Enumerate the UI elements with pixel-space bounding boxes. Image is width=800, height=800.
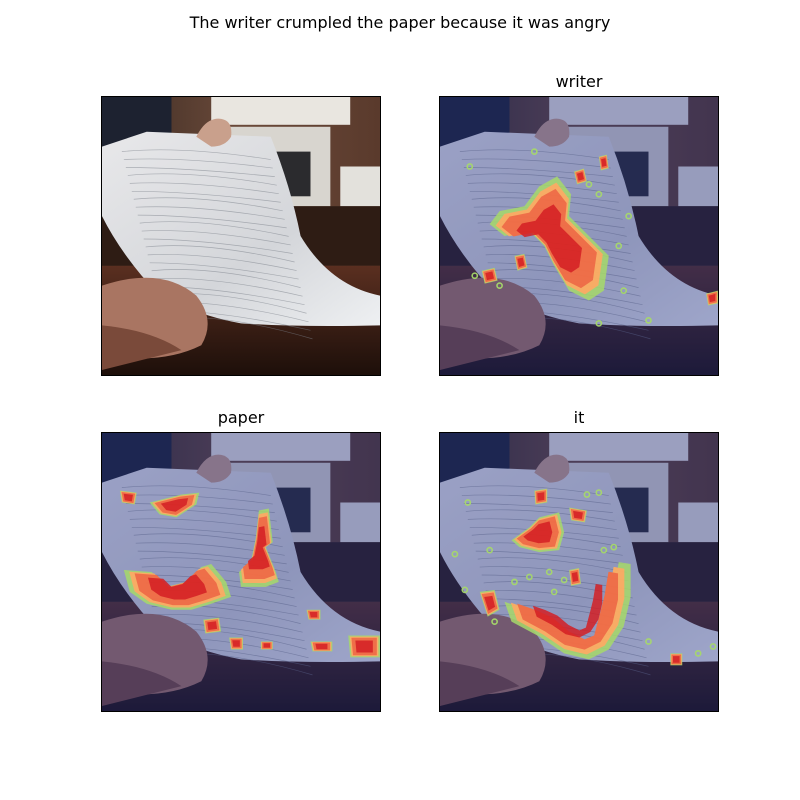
heatmap-panel-it <box>439 432 719 712</box>
photo-panel-original <box>101 96 381 376</box>
panel-title-writer: writer <box>555 72 603 91</box>
heatmap-panel-writer <box>439 96 719 376</box>
panel-title-it: it <box>573 408 585 427</box>
panel-title-paper: paper <box>217 408 265 427</box>
heatmap-panel-paper <box>101 432 381 712</box>
figure-title: The writer crumpled the paper because it… <box>189 13 611 32</box>
